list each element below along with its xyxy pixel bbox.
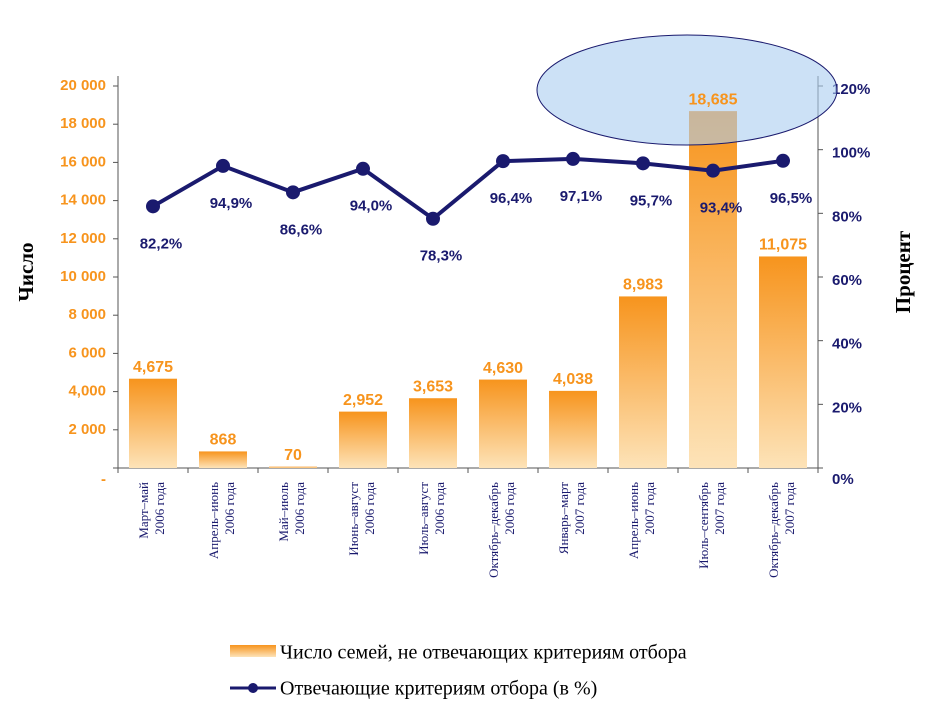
x-tick-label: 2006 года [222, 482, 237, 535]
x-tick-label: Октябрь–декабрь [486, 482, 501, 578]
x-tick-label: 2007 года [712, 482, 727, 535]
bar-value-label: 2,952 [343, 392, 383, 409]
x-tick-label: 2006 года [362, 482, 377, 535]
y2-axis-title: Процент [891, 230, 915, 313]
bar-value-label: 868 [210, 432, 237, 449]
x-tick-label: 2006 года [432, 482, 447, 535]
y2-tick-label: 100% [832, 145, 870, 162]
bar-value-label: 4,675 [133, 359, 173, 376]
bar-value-label: 18,685 [689, 91, 738, 108]
legend-label: Отвечающие критериям отбора (в %) [280, 678, 597, 700]
line-marker [216, 158, 230, 173]
line-value-label: 95,7% [630, 192, 673, 209]
y2-tick-label: 120% [832, 81, 870, 98]
x-tick-label: 2007 года [642, 482, 657, 535]
legend-label: Число семей, не отвечающих критериям отб… [280, 642, 687, 664]
y-tick-label: 18 000 [60, 115, 106, 132]
y-tick-label: 12 000 [60, 230, 106, 247]
bar-value-label: 3,653 [413, 378, 453, 395]
line-marker [356, 161, 370, 176]
x-tick-label: Октябрь–декабрь [766, 482, 781, 578]
line-value-label: 86,6% [280, 221, 323, 238]
line-value-label: 97,1% [560, 188, 603, 205]
line-marker [496, 154, 510, 169]
line-marker [426, 211, 440, 226]
overlay: 4,675 868 70 2,952 3,653 4,630 4,038 8,983 18,68… [133, 91, 807, 699]
line [151, 156, 784, 222]
bar [479, 379, 527, 468]
y2-tick-label: 60% [832, 272, 862, 289]
y-tick-label: 6 000 [68, 344, 106, 361]
y-tick-label: 2 000 [68, 421, 106, 438]
x-tick-label: 2007 года [572, 482, 587, 535]
y2-tick-label: 40% [832, 336, 862, 353]
legend-swatch [230, 645, 276, 657]
x-tick-label: Апрель–июнь [206, 482, 221, 559]
y-axis-title: Число [14, 242, 38, 301]
y-tick-label: 20 000 [60, 77, 106, 94]
bar [409, 398, 457, 468]
bar [759, 256, 807, 468]
bar [339, 411, 387, 468]
x-tick-label: 2006 года [292, 482, 307, 535]
x-tick-label: Январь–март [556, 482, 571, 555]
legend-marker [248, 683, 258, 693]
line-marker [566, 151, 580, 166]
plot: - 2 000 4,000 6 000 8 000 10 000 12 000 14 000 1… [60, 76, 870, 578]
bar [129, 378, 177, 468]
highlight-ellipse [536, 34, 838, 146]
bar-value-label: 4,630 [483, 360, 523, 377]
bar-value-label: 4,038 [553, 371, 593, 388]
bar-value-label: 70 [284, 447, 302, 464]
line-value-label: 96,4% [490, 190, 533, 207]
y-tick-label: - [101, 471, 106, 488]
y2-tick-label: 0% [832, 471, 854, 488]
y-tick-label: 16 000 [60, 153, 106, 170]
bar-value-label: 8,983 [623, 277, 663, 294]
line-value-label: 82,2% [140, 235, 183, 252]
y-tick-label: 8 000 [68, 306, 106, 323]
line-marker [286, 185, 300, 200]
x-tick-label: Май–июль [276, 482, 291, 542]
line-value-label: 94,9% [210, 195, 253, 212]
bar [619, 296, 667, 468]
line-marker [706, 163, 720, 178]
line-marker [636, 156, 650, 171]
line-marker [776, 153, 790, 168]
x-tick-label: 2007 года [782, 482, 797, 535]
x-tick-label: Июль–сентябрь [696, 482, 711, 569]
y-tick-label: 4,000 [68, 383, 106, 400]
x-tick-label: 2006 года [502, 482, 517, 535]
line-value-label: 93,4% [700, 200, 743, 217]
x-tick-label: Март–май [136, 482, 151, 539]
line-value-label: 96,5% [770, 190, 813, 207]
x-tick-label: Июнь–август [346, 482, 361, 556]
line-value-label: 94,0% [350, 198, 393, 215]
y2-tick-label: 80% [832, 208, 862, 225]
y2-tick-label: 20% [832, 399, 862, 416]
x-tick-label: Апрель–июнь [626, 482, 641, 559]
x-tick-label: 2006 года [152, 482, 167, 535]
y-tick-label: 14 000 [60, 192, 106, 209]
x-tick-label: Июль–август [416, 482, 431, 555]
bar [199, 451, 247, 468]
bar [269, 466, 317, 468]
y-tick-label: 10 000 [60, 268, 106, 285]
line-value-label: 78,3% [420, 248, 463, 265]
bar-value-label: 11,075 [759, 237, 807, 254]
line-marker [146, 199, 160, 214]
bar [549, 390, 597, 468]
